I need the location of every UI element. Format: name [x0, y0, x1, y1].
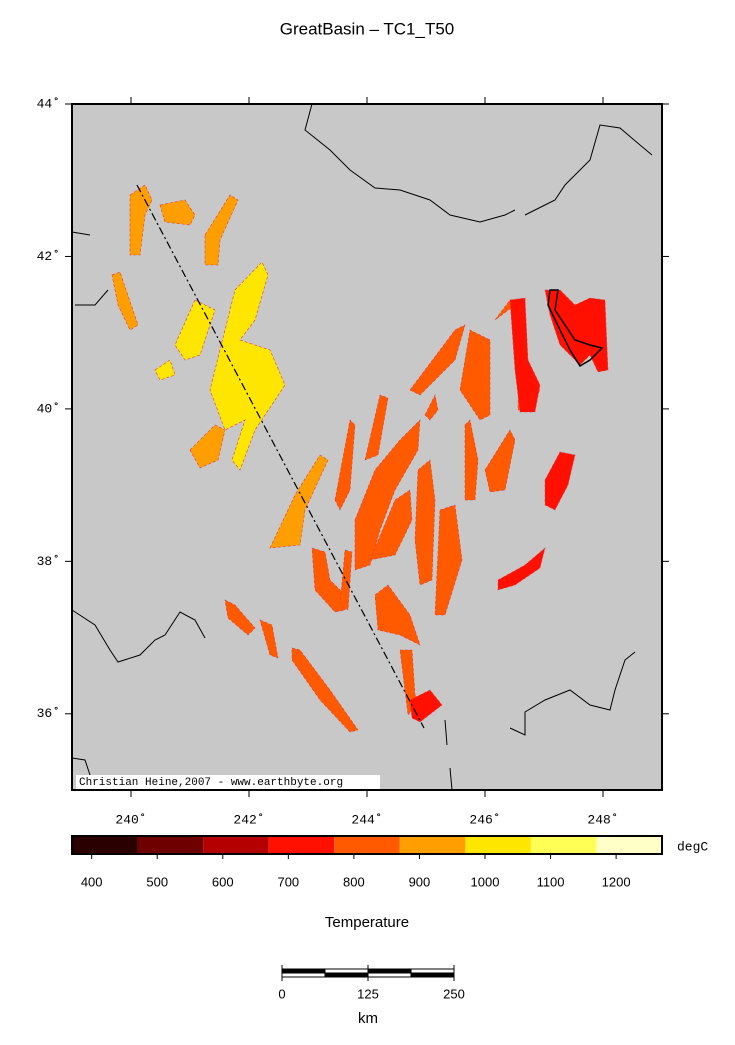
colorbar-tick-label: 900: [409, 874, 431, 889]
colorbar-tick-label: 400: [81, 874, 103, 889]
x-tick-label: 246˚: [469, 812, 500, 827]
profile-line: [136, 184, 425, 729]
title: GreatBasin – TC1_T50: [280, 19, 455, 38]
scalebar-segment: [367, 972, 412, 978]
x-tick-label: 242˚: [233, 812, 264, 827]
scalebar-tick-label: 125: [357, 986, 379, 1001]
scalebar-segment: [281, 968, 326, 974]
colorbar-frame: [71, 835, 663, 855]
y-tick-label: 36˚: [37, 706, 60, 721]
colorbar-tick-label: 600: [212, 874, 234, 889]
scalebar-segment: [410, 972, 455, 978]
colorbar-tick-label: 1000: [471, 874, 500, 889]
coastlines: [71, 103, 653, 791]
colorbar-tick-label: 700: [277, 874, 299, 889]
colorbar-segment: [596, 836, 662, 854]
colorbar-tick-label: 1200: [602, 874, 631, 889]
colorbar-tick-label: 800: [343, 874, 365, 889]
temperature-zones: [111, 184, 609, 733]
colorbar-segment: [399, 836, 466, 854]
credit: Christian Heine,2007 - www.earthbyte.org: [79, 777, 343, 789]
colorbar-tick-label: 500: [146, 874, 168, 889]
scalebar-segment: [324, 972, 369, 978]
colorbar-label: Temperature: [325, 914, 409, 931]
credit-box: [76, 775, 380, 789]
region-outline: [547, 289, 604, 368]
y-tick-label: 42˚: [37, 249, 60, 264]
scalebar-tick-label: 250: [443, 986, 465, 1001]
x-tick-label: 240˚: [115, 812, 146, 827]
scalebar-unit: km: [358, 1010, 378, 1027]
scalebar-segment: [281, 972, 326, 978]
colorbar-segment: [530, 836, 597, 854]
colorbar-segment: [72, 836, 138, 854]
y-tick-label: 38˚: [37, 554, 60, 569]
colorbar-unit: degC: [677, 839, 708, 854]
y-tick-label: 40˚: [37, 401, 60, 416]
scalebar-tick-label: 0: [278, 986, 285, 1001]
x-tick-label: 248˚: [587, 812, 618, 827]
colorbar-segment: [334, 836, 400, 854]
scalebar-segment: [367, 968, 412, 974]
y-tick-label: 44˚: [37, 96, 60, 111]
colorbar-segment: [465, 836, 531, 854]
scalebar-segment: [324, 968, 369, 974]
colorbar-segment: [137, 836, 204, 854]
colorbar-segment: [268, 836, 335, 854]
x-tick-label: 244˚: [351, 812, 382, 827]
colorbar-tick-label: 1100: [537, 874, 565, 889]
scalebar-segment: [410, 968, 455, 974]
colorbar-segment: [203, 836, 269, 854]
